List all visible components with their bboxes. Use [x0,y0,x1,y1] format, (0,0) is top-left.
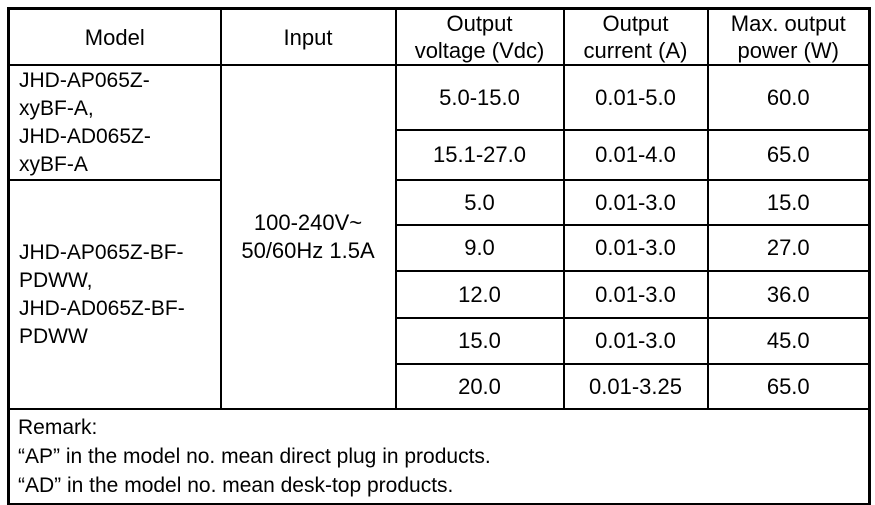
power-cell: 60.0 [706,64,871,131]
current-cell: 0.01-4.0 [562,129,709,181]
power-cell: 15.0 [706,179,871,226]
remark-row: Remark: “AP” in the model no. mean direc… [7,408,871,505]
power-cell: 65.0 [706,363,871,410]
power-cell: 45.0 [706,317,871,365]
power-cell: 65.0 [706,129,871,181]
remark-cell: Remark: “AP” in the model no. mean direc… [7,408,871,505]
current-cell: 0.01-3.0 [562,224,709,272]
voltage-cell: 9.0 [394,224,565,272]
input-cell: 100-240V~ 50/60Hz 1.5A [219,64,397,410]
spec-row-2: 15.1-27.0 0.01-4.0 65.0 [9,129,871,181]
header-row: Model Input Output voltage (Vdc) Output … [7,7,871,66]
voltage-cell: 15.0 [394,317,565,365]
spec-row-6: 15.0 0.01-3.0 45.0 [9,317,871,365]
col-header-output-voltage: Output voltage (Vdc) [394,7,565,66]
col-header-input: Input [219,7,397,66]
current-cell: 0.01-3.0 [562,270,709,319]
voltage-cell: 12.0 [394,270,565,319]
power-cell: 27.0 [706,224,871,272]
power-cell: 36.0 [706,270,871,319]
voltage-cell: 15.1-27.0 [394,129,565,181]
spec-table: Model Input Output voltage (Vdc) Output … [7,7,871,505]
col-header-model: Model [7,7,222,66]
spec-row-4: 9.0 0.01-3.0 27.0 [9,224,871,272]
col-header-max-output-power: Max. output power (W) [706,7,871,66]
spec-row-3: JHD-AP065Z-BF- PDWW, JHD-AD065Z-BF- PDWW… [7,179,871,410]
current-cell: 0.01-5.0 [562,64,709,131]
current-cell: 0.01-3.25 [562,363,709,410]
spec-row-7: 20.0 0.01-3.25 65.0 [9,363,871,410]
spec-row-5: 12.0 0.01-3.0 36.0 [9,270,871,319]
voltage-cell: 20.0 [394,363,565,410]
model-cell-group-2: JHD-AP065Z-BF- PDWW, JHD-AD065Z-BF- PDWW [7,179,222,410]
voltage-cell: 5.0-15.0 [394,64,565,131]
model-cell-group-1: JHD-AP065Z- xyBF-A, JHD-AD065Z- xyBF-A [7,64,222,181]
spec-row-1: JHD-AP065Z- xyBF-A, JHD-AD065Z- xyBF-A 1… [7,64,871,410]
col-header-output-current: Output current (A) [562,7,709,66]
current-cell: 0.01-3.0 [562,317,709,365]
current-cell: 0.01-3.0 [562,179,709,226]
voltage-cell: 5.0 [394,179,565,226]
